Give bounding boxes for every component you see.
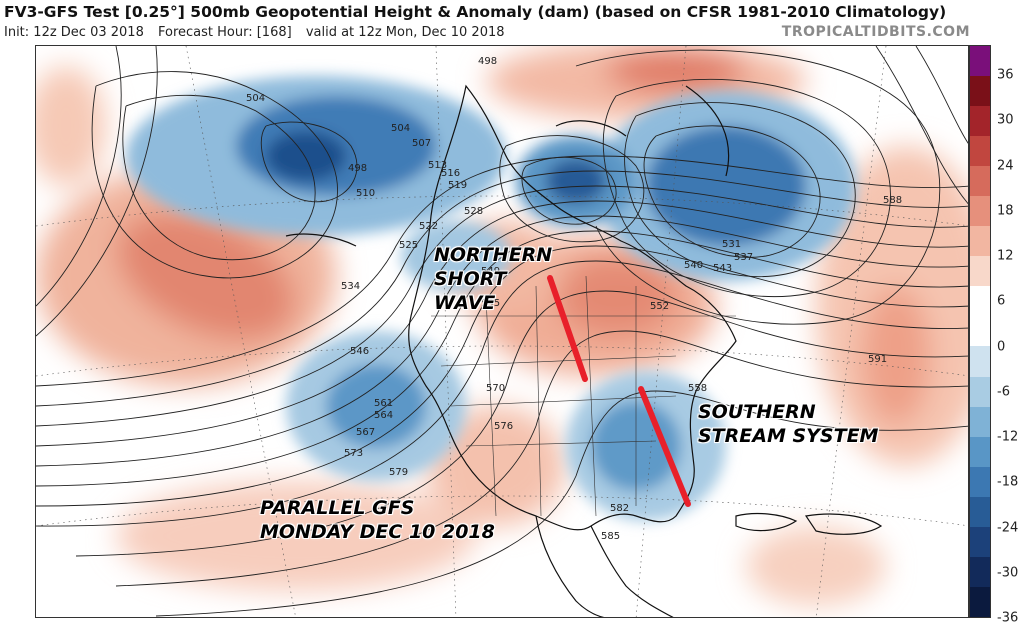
southern-trough-line [638, 386, 691, 507]
annotation-line: STREAM SYSTEM [698, 425, 879, 447]
colorbar-segment [970, 406, 990, 437]
contour-label: 549 [481, 266, 500, 277]
contour-label: 591 [868, 354, 887, 365]
contour-label: 585 [601, 531, 620, 542]
colorbar-tick-label: 36 [997, 67, 1014, 83]
contour-label: 522 [419, 221, 438, 232]
contour-label: 588 [883, 195, 902, 206]
forecast-hour: Forecast Hour: [168] [157, 25, 292, 40]
colorbar-segment [970, 76, 990, 107]
anomaly-colorbar [969, 45, 991, 618]
colorbar-tick-label: -30 [997, 565, 1019, 581]
colorbar-tick-label: 12 [997, 248, 1014, 264]
contour-label: 564 [374, 410, 393, 421]
colorbar-segment [970, 526, 990, 557]
contour-label: 513 [428, 160, 447, 171]
contour-label: 528 [464, 206, 483, 217]
southern-stream-annotation: SOUTHERN STREAM SYSTEM [698, 400, 878, 448]
contour-label: 558 [688, 383, 707, 394]
height-anomaly-map: 498 504 507 504 498 510 513 516 519 522 … [35, 45, 969, 618]
colorbar-tick-label: -18 [997, 474, 1019, 490]
colorbar-segment [970, 496, 990, 527]
contour-label: 576 [494, 421, 513, 432]
colorbar-segment [970, 316, 990, 347]
contour-label: 525 [399, 240, 418, 251]
colorbar-segment [970, 286, 990, 317]
colorbar-segment [970, 556, 990, 587]
contour-label: 567 [356, 427, 375, 438]
contour-label: 498 [478, 56, 497, 67]
colorbar-segment [970, 466, 990, 497]
chart-title: FV3-GFS Test [0.25°] 500mb Geopotential … [4, 3, 947, 21]
contour-label: 570 [486, 383, 505, 394]
annotation-line: WAVE [434, 292, 496, 314]
colorbar-segment [970, 106, 990, 137]
colorbar-tick-label: 30 [997, 112, 1014, 128]
colorbar-segment [970, 256, 990, 287]
colorbar-segment [970, 136, 990, 167]
colorbar-segment [970, 436, 990, 467]
contour-label: 543 [713, 263, 732, 274]
colorbar-segment [970, 376, 990, 407]
annotation-line: SOUTHERN [698, 401, 816, 423]
annotation-line: NORTHERN [434, 244, 553, 266]
init-time: Init: 12z Dec 03 2018 [4, 25, 144, 40]
trough-axis-lines [547, 275, 691, 507]
contour-label: 573 [344, 448, 363, 459]
anomaly-shading [36, 46, 968, 606]
colorbar-tick-label: 24 [997, 158, 1014, 174]
map-canvas: 498 504 507 504 498 510 513 516 519 522 … [36, 46, 968, 617]
colorbar-tick-label: -12 [997, 429, 1019, 445]
contour-label: 540 [684, 260, 703, 271]
contour-label: 546 [350, 346, 369, 357]
height-contours [36, 46, 968, 617]
colorbar-segment [970, 196, 990, 227]
contour-label: 498 [348, 163, 367, 174]
chart-subtitle: Init: 12z Dec 03 2018 Forecast Hour: [16… [4, 25, 515, 40]
model-date-caption: PARALLEL GFS MONDAY DEC 10 2018 [260, 496, 495, 544]
coastlines [285, 84, 883, 617]
contour-label: 582 [610, 503, 629, 514]
annotation-line: SHORT [434, 268, 507, 290]
contour-label: 531 [722, 239, 741, 250]
contour-label: 537 [734, 252, 753, 263]
lat-lon-grid [36, 46, 968, 617]
colorbar-tick-label: 18 [997, 203, 1014, 219]
colorbar-tick-label: -36 [997, 610, 1019, 626]
colorbar-tick-label: 6 [997, 293, 1006, 309]
annotation-line: PARALLEL GFS [260, 497, 415, 519]
contour-label: 504 [391, 123, 410, 134]
colorbar-segment [970, 166, 990, 197]
contour-label: 561 [374, 398, 393, 409]
contour-label-group: 498 504 507 504 498 510 513 516 519 522 … [246, 56, 902, 542]
site-credit: TROPICALTIDBITS.COM [781, 24, 970, 40]
annotation-line: MONDAY DEC 10 2018 [260, 521, 495, 543]
colorbar-tick-label: -24 [997, 520, 1019, 536]
northern-shortwave-annotation: NORTHERN SHORT WAVE [434, 243, 552, 315]
colorbar-segment [970, 226, 990, 257]
colorbar-segment [970, 46, 990, 77]
state-borders [431, 275, 736, 517]
contour-label: 555 [481, 298, 500, 309]
contour-label: 510 [356, 188, 375, 199]
colorbar-labels: 36 30 24 18 12 6 0 -6 -12 -18 -24 -30 -36 [994, 45, 1024, 626]
contour-label: 579 [389, 467, 408, 478]
colorbar-tick-label: 0 [997, 339, 1006, 355]
colorbar-segment [970, 346, 990, 377]
contour-label: 534 [341, 281, 360, 292]
contour-label: 507 [412, 138, 431, 149]
northern-trough-line [547, 275, 588, 382]
colorbar-segment [970, 586, 990, 617]
contour-label: 516 [441, 168, 460, 179]
contour-label: 504 [246, 93, 265, 104]
contour-label: 552 [650, 301, 669, 312]
contour-label: 519 [448, 180, 467, 191]
valid-time: valid at 12z Mon, Dec 10 2018 [305, 25, 505, 40]
colorbar-tick-label: -6 [997, 384, 1010, 400]
